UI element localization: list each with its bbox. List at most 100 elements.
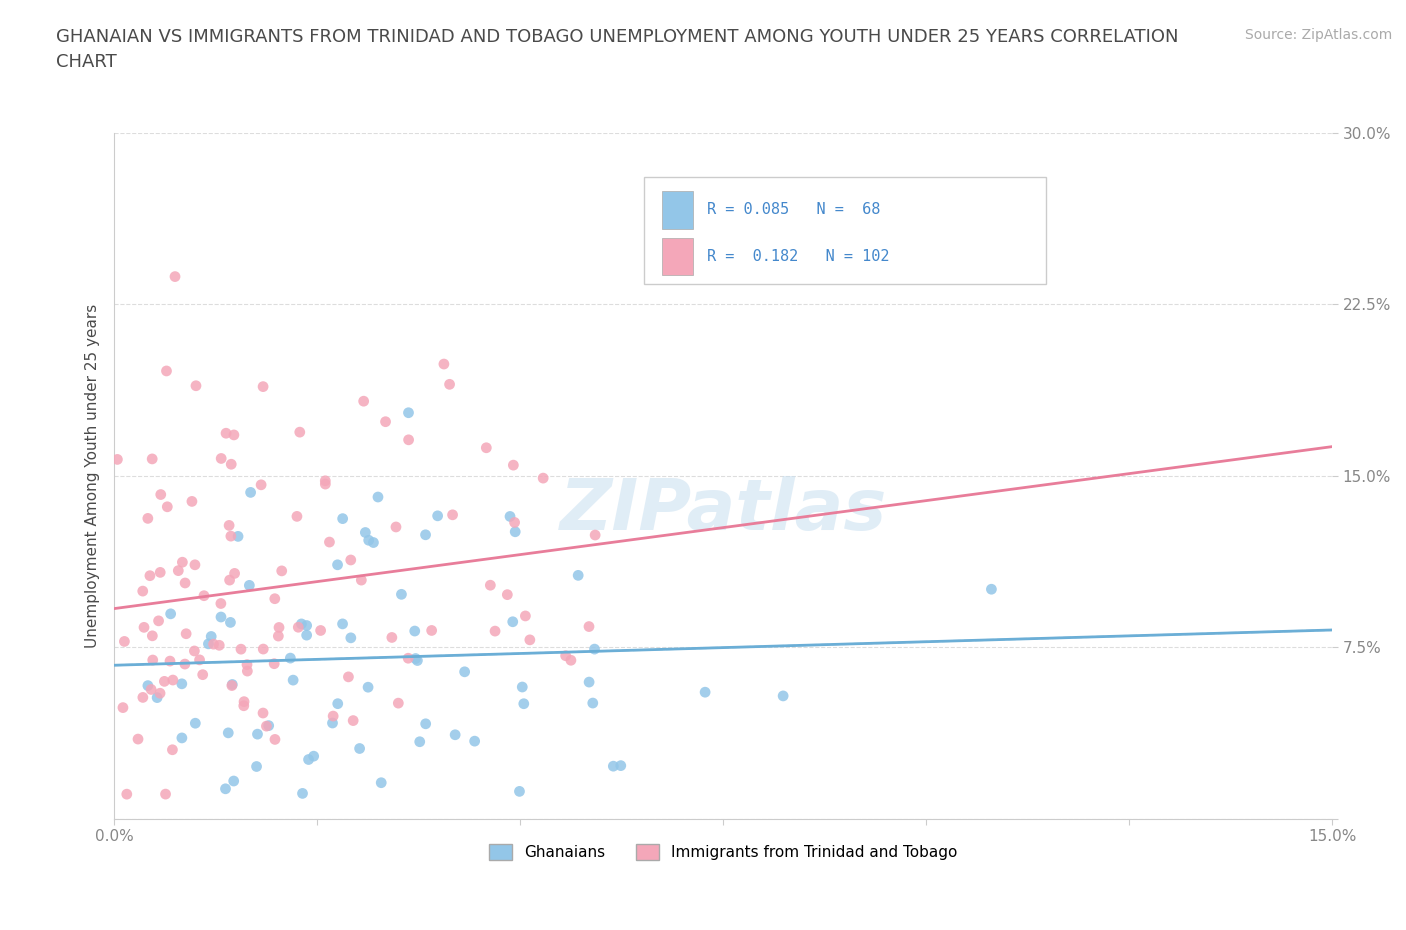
Point	[174, 626, 197, 641]
Point	[245, 759, 267, 774]
Point	[515, 608, 537, 623]
Text: Source: ZipAtlas.com: Source: ZipAtlas.com	[1244, 28, 1392, 42]
Point	[156, 499, 179, 514]
Point	[139, 568, 162, 583]
Legend: Ghanaians, Immigrants from Trinidad and Tobago: Ghanaians, Immigrants from Trinidad and …	[482, 838, 963, 866]
Point	[159, 654, 181, 669]
Point	[146, 690, 169, 705]
Point	[270, 564, 292, 578]
Point	[250, 477, 273, 492]
Point	[193, 589, 215, 604]
Point	[321, 715, 343, 730]
FancyBboxPatch shape	[644, 178, 1046, 284]
Point	[503, 515, 526, 530]
Point	[583, 527, 606, 542]
Text: R = 0.085   N =  68: R = 0.085 N = 68	[707, 203, 880, 218]
Point	[496, 587, 519, 602]
Point	[980, 582, 1002, 597]
Point	[503, 525, 526, 539]
Point	[115, 787, 138, 802]
Point	[229, 642, 252, 657]
Point	[326, 557, 349, 572]
Point	[132, 690, 155, 705]
Point	[387, 696, 409, 711]
Text: GHANAIAN VS IMMIGRANTS FROM TRINIDAD AND TOBAGO UNEMPLOYMENT AMONG YOUTH UNDER 2: GHANAIAN VS IMMIGRANTS FROM TRINIDAD AND…	[56, 28, 1178, 71]
Point	[202, 637, 225, 652]
Point	[288, 425, 311, 440]
Bar	[662, 237, 693, 275]
Point	[172, 555, 194, 570]
Point	[218, 518, 240, 533]
Point	[391, 587, 413, 602]
Point	[287, 619, 309, 634]
Point	[332, 512, 354, 526]
Point	[502, 458, 524, 472]
Point	[141, 451, 163, 466]
Point	[406, 653, 429, 668]
Point	[353, 393, 375, 408]
Point	[188, 653, 211, 668]
Point	[502, 615, 524, 630]
Point	[602, 759, 624, 774]
Point	[567, 568, 589, 583]
Point	[162, 672, 184, 687]
Point	[578, 674, 600, 689]
Point	[209, 596, 232, 611]
Y-axis label: Unemployment Among Youth under 25 years: Unemployment Among Youth under 25 years	[86, 303, 100, 648]
Point	[309, 623, 332, 638]
Point	[405, 651, 427, 666]
Point	[314, 477, 336, 492]
Point	[464, 734, 486, 749]
Point	[219, 528, 242, 543]
Point	[132, 620, 155, 635]
Point	[218, 573, 240, 588]
Point	[208, 638, 231, 653]
Point	[112, 634, 135, 649]
Point	[398, 405, 420, 420]
Point	[337, 670, 360, 684]
Point	[222, 428, 245, 443]
Point	[184, 716, 207, 731]
Point	[484, 624, 506, 639]
Point	[183, 644, 205, 658]
Point	[475, 440, 498, 455]
Point	[499, 509, 522, 524]
Point	[420, 623, 443, 638]
Point	[181, 494, 204, 509]
Point	[226, 529, 249, 544]
Bar	[662, 191, 693, 229]
Point	[149, 565, 172, 579]
Point	[170, 730, 193, 745]
Point	[332, 617, 354, 631]
Point	[354, 525, 377, 540]
Point	[318, 535, 340, 550]
Point	[217, 725, 239, 740]
Point	[132, 584, 155, 599]
Point	[519, 632, 541, 647]
Point	[396, 651, 419, 666]
Point	[302, 749, 325, 764]
Point	[149, 685, 172, 700]
Point	[191, 667, 214, 682]
Point	[105, 452, 128, 467]
Point	[326, 697, 349, 711]
Point	[224, 566, 246, 581]
Point	[142, 653, 165, 668]
Point	[453, 664, 475, 679]
Point	[236, 658, 259, 672]
Text: R =  0.182   N = 102: R = 0.182 N = 102	[707, 249, 890, 264]
Point	[340, 631, 363, 645]
Point	[236, 664, 259, 679]
Point	[219, 457, 242, 472]
Point	[209, 451, 232, 466]
Point	[252, 642, 274, 657]
Point	[155, 364, 177, 379]
Point	[174, 657, 197, 671]
Point	[222, 774, 245, 789]
Point	[257, 718, 280, 733]
Point	[439, 377, 461, 392]
Point	[342, 713, 364, 728]
Point	[415, 527, 437, 542]
Point	[111, 700, 134, 715]
Point	[136, 678, 159, 693]
